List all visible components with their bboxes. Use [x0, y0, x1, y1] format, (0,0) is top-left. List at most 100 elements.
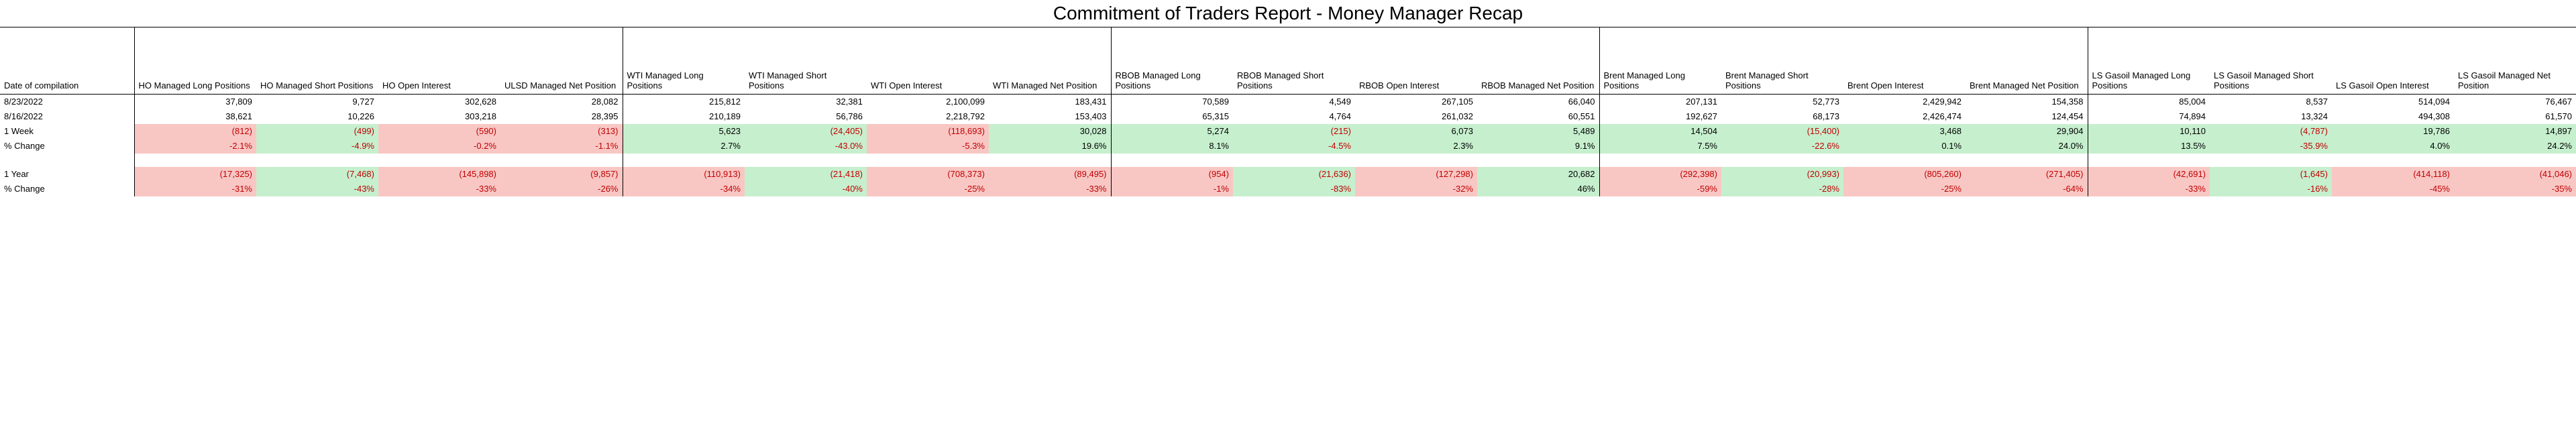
column-header: ULSD Managed Net Position	[500, 27, 623, 95]
data-table: Date of compilationHO Managed Long Posit…	[0, 27, 2576, 196]
data-cell: (215)	[1233, 124, 1355, 139]
data-cell: 0.1%	[1843, 139, 1966, 154]
data-cell: (127,298)	[1355, 167, 1477, 182]
column-header: WTI Managed Short Positions	[745, 27, 867, 95]
row-label: 8/23/2022	[0, 95, 134, 109]
data-cell: 2,429,942	[1843, 95, 1966, 109]
data-cell: -43.0%	[745, 139, 867, 154]
data-cell: -43%	[256, 182, 378, 196]
data-cell: 66,040	[1477, 95, 1599, 109]
data-cell: -22.6%	[1721, 139, 1843, 154]
data-cell: 56,786	[745, 109, 867, 124]
column-header: LS Gasoil Managed Net Position	[2454, 27, 2576, 95]
data-cell: 514,094	[2332, 95, 2454, 109]
data-cell: (812)	[134, 124, 256, 139]
data-cell: 29,904	[1966, 124, 2088, 139]
column-header: Brent Managed Net Position	[1966, 27, 2088, 95]
data-cell: -83%	[1233, 182, 1355, 196]
data-cell: 192,627	[1599, 109, 1721, 124]
data-cell: 61,570	[2454, 109, 2576, 124]
data-cell: -33%	[378, 182, 500, 196]
data-cell: 13.5%	[2088, 139, 2210, 154]
data-cell: 28,082	[500, 95, 623, 109]
column-header: LS Gasoil Managed Long Positions	[2088, 27, 2210, 95]
data-cell: (271,405)	[1966, 167, 2088, 182]
data-cell: 74,894	[2088, 109, 2210, 124]
data-cell: 261,032	[1355, 109, 1477, 124]
data-cell: 183,431	[989, 95, 1111, 109]
data-cell: 3,468	[1843, 124, 1966, 139]
data-cell: (313)	[500, 124, 623, 139]
data-cell: 8,537	[2210, 95, 2332, 109]
data-cell: 30,028	[989, 124, 1111, 139]
data-cell: -64%	[1966, 182, 2088, 196]
data-cell: 28,395	[500, 109, 623, 124]
data-cell: 46%	[1477, 182, 1599, 196]
data-cell: 32,381	[745, 95, 867, 109]
data-cell: 5,623	[623, 124, 745, 139]
data-cell: 70,589	[1111, 95, 1233, 109]
date-header: Date of compilation	[0, 27, 134, 95]
column-header: RBOB Managed Short Positions	[1233, 27, 1355, 95]
row-label: % Change	[0, 139, 134, 154]
column-header: LS Gasoil Managed Short Positions	[2210, 27, 2332, 95]
data-cell: -0.2%	[378, 139, 500, 154]
data-cell: -35%	[2454, 182, 2576, 196]
data-cell: -1%	[1111, 182, 1233, 196]
data-cell: (499)	[256, 124, 378, 139]
data-cell: 2.7%	[623, 139, 745, 154]
data-cell: (42,691)	[2088, 167, 2210, 182]
data-cell: 68,173	[1721, 109, 1843, 124]
column-header: Brent Managed Short Positions	[1721, 27, 1843, 95]
table-row: % Change-31%-43%-33%-26%-34%-40%-25%-33%…	[0, 182, 2576, 196]
data-cell: -35.9%	[2210, 139, 2332, 154]
data-cell: -32%	[1355, 182, 1477, 196]
report-title: Commitment of Traders Report - Money Man…	[0, 0, 2576, 27]
data-cell: -34%	[623, 182, 745, 196]
data-cell: (15,400)	[1721, 124, 1843, 139]
data-cell: 76,467	[2454, 95, 2576, 109]
data-cell: 302,628	[378, 95, 500, 109]
column-header: WTI Managed Long Positions	[623, 27, 745, 95]
table-row: 8/16/202238,62110,226303,21828,395210,18…	[0, 109, 2576, 124]
data-cell: (21,636)	[1233, 167, 1355, 182]
data-cell: -26%	[500, 182, 623, 196]
data-cell: -31%	[134, 182, 256, 196]
table-row: 1 Year(17,325)(7,468)(145,898)(9,857)(11…	[0, 167, 2576, 182]
data-cell: (110,913)	[623, 167, 745, 182]
data-cell: 7.5%	[1599, 139, 1721, 154]
data-cell: -2.1%	[134, 139, 256, 154]
data-cell: 5,489	[1477, 124, 1599, 139]
data-cell: (414,118)	[2332, 167, 2454, 182]
data-cell: -28%	[1721, 182, 1843, 196]
data-cell: 2,426,474	[1843, 109, 1966, 124]
data-cell: -59%	[1599, 182, 1721, 196]
column-header: RBOB Managed Long Positions	[1111, 27, 1233, 95]
data-cell: -5.3%	[867, 139, 989, 154]
data-cell: -33%	[989, 182, 1111, 196]
table-row: 8/23/202237,8099,727302,62828,082215,812…	[0, 95, 2576, 109]
data-cell: 9.1%	[1477, 139, 1599, 154]
data-cell: (17,325)	[134, 167, 256, 182]
column-header: HO Open Interest	[378, 27, 500, 95]
data-cell: 154,358	[1966, 95, 2088, 109]
column-header: RBOB Open Interest	[1355, 27, 1477, 95]
data-cell: (7,468)	[256, 167, 378, 182]
cot-report: Commitment of Traders Report - Money Man…	[0, 0, 2576, 196]
data-cell: 65,315	[1111, 109, 1233, 124]
data-cell: -4.9%	[256, 139, 378, 154]
data-cell: -4.5%	[1233, 139, 1355, 154]
header-row: Date of compilationHO Managed Long Posit…	[0, 27, 2576, 95]
data-cell: 5,274	[1111, 124, 1233, 139]
data-cell: 4,549	[1233, 95, 1355, 109]
data-cell: 494,308	[2332, 109, 2454, 124]
data-cell: (24,405)	[745, 124, 867, 139]
column-header: HO Managed Long Positions	[134, 27, 256, 95]
data-cell: (145,898)	[378, 167, 500, 182]
column-header: Brent Managed Long Positions	[1599, 27, 1721, 95]
table-row: % Change-2.1%-4.9%-0.2%-1.1%2.7%-43.0%-5…	[0, 139, 2576, 154]
column-header: WTI Open Interest	[867, 27, 989, 95]
data-cell: 153,403	[989, 109, 1111, 124]
data-cell: -25%	[1843, 182, 1966, 196]
data-cell: 38,621	[134, 109, 256, 124]
